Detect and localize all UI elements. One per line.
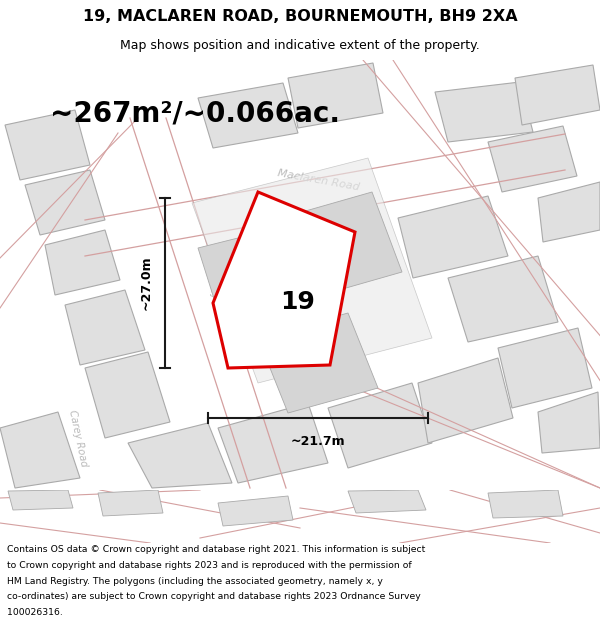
Polygon shape	[328, 383, 432, 468]
Polygon shape	[538, 182, 600, 242]
Polygon shape	[198, 228, 312, 343]
Polygon shape	[45, 230, 120, 295]
Polygon shape	[5, 110, 90, 180]
Polygon shape	[488, 126, 577, 192]
Polygon shape	[498, 328, 592, 408]
Text: ~27.0m: ~27.0m	[140, 256, 153, 310]
Polygon shape	[192, 158, 432, 383]
Polygon shape	[448, 256, 558, 342]
Text: Carey Road: Carey Road	[204, 268, 226, 329]
Polygon shape	[348, 490, 426, 513]
Polygon shape	[435, 82, 533, 142]
Text: co-ordinates) are subject to Crown copyright and database rights 2023 Ordnance S: co-ordinates) are subject to Crown copyr…	[7, 592, 421, 601]
Polygon shape	[488, 490, 563, 518]
Polygon shape	[65, 290, 145, 365]
Polygon shape	[85, 352, 170, 438]
Text: ~267m²/~0.066ac.: ~267m²/~0.066ac.	[50, 99, 340, 127]
Text: to Crown copyright and database rights 2023 and is reproduced with the permissio: to Crown copyright and database rights 2…	[7, 561, 412, 570]
Text: 19, MACLAREN ROAD, BOURNEMOUTH, BH9 2XA: 19, MACLAREN ROAD, BOURNEMOUTH, BH9 2XA	[83, 9, 517, 24]
Polygon shape	[288, 63, 383, 128]
Text: Carey Road: Carey Road	[67, 409, 89, 468]
Polygon shape	[128, 423, 232, 488]
Polygon shape	[8, 490, 73, 510]
Text: Maclaren Road: Maclaren Road	[276, 168, 360, 192]
Polygon shape	[258, 313, 378, 413]
Text: Map shows position and indicative extent of the property.: Map shows position and indicative extent…	[120, 39, 480, 51]
Polygon shape	[218, 403, 328, 483]
Polygon shape	[0, 412, 80, 488]
Polygon shape	[302, 192, 402, 292]
Polygon shape	[218, 496, 293, 526]
Text: HM Land Registry. The polygons (including the associated geometry, namely x, y: HM Land Registry. The polygons (includin…	[7, 577, 383, 586]
Polygon shape	[418, 358, 513, 443]
Polygon shape	[98, 490, 163, 516]
Polygon shape	[198, 83, 298, 148]
Polygon shape	[398, 196, 508, 278]
Polygon shape	[538, 392, 600, 453]
Polygon shape	[515, 65, 600, 125]
Polygon shape	[213, 192, 355, 368]
Text: 100026316.: 100026316.	[7, 608, 63, 617]
Text: Contains OS data © Crown copyright and database right 2021. This information is : Contains OS data © Crown copyright and d…	[7, 546, 425, 554]
Polygon shape	[25, 170, 105, 235]
Text: 19: 19	[281, 290, 316, 314]
Text: ~21.7m: ~21.7m	[290, 435, 346, 448]
